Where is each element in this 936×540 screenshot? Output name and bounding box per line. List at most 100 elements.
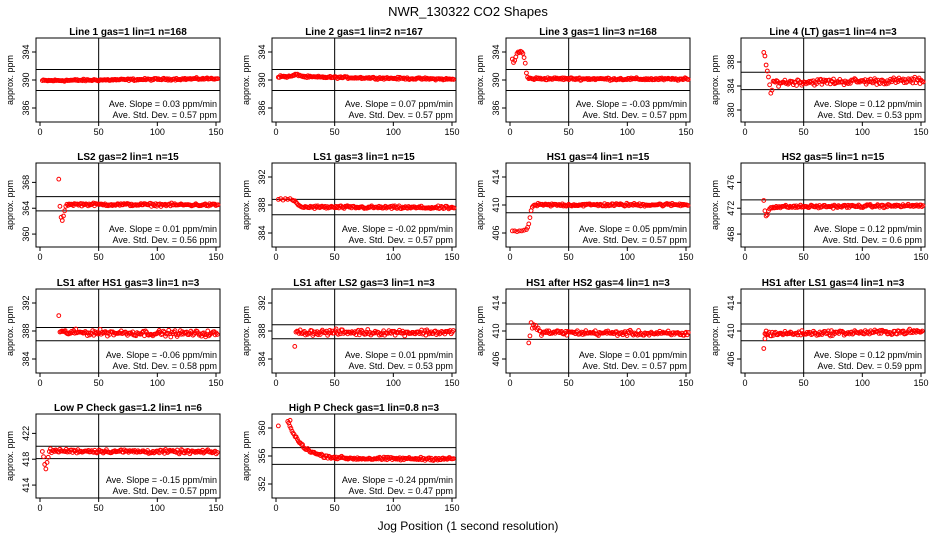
y-tick-label: 384 [257, 225, 267, 240]
y-tick-label: 360 [21, 227, 31, 242]
data-point [56, 176, 62, 182]
data-point [516, 228, 522, 234]
y-tick-label: 390 [491, 72, 501, 87]
x-tick-label: 150 [444, 252, 459, 262]
slope-annotation: Ave. Slope = 0.01 ppm/min [579, 350, 687, 360]
y-tick-label: 388 [726, 54, 736, 69]
x-tick-label: 50 [94, 378, 104, 388]
panel-grid: Line 1 gas=1 lin=1 n=168 0 50 100 150 386 390 3… [5, 27, 929, 513]
x-tick-label: 0 [273, 378, 278, 388]
x-tick-label: 100 [150, 252, 165, 262]
slope-annotation: Ave. Slope = 0.05 ppm/min [579, 224, 687, 234]
data-points [275, 417, 456, 463]
data-point [166, 449, 172, 454]
std-annotation: Ave. Std. Dev. = 0.6 ppm [823, 235, 922, 245]
panel-title: HS1 after LS1 gas=4 lin=1 n=3 [762, 278, 905, 289]
y-tick-label: 356 [257, 448, 267, 463]
data-point [761, 198, 767, 203]
x-tick-label: 50 [564, 127, 574, 137]
data-point [214, 450, 220, 455]
x-tick-label: 150 [208, 378, 223, 388]
data-points [761, 326, 925, 351]
data-points [275, 71, 457, 83]
data-point [350, 456, 356, 462]
x-tick-label: 100 [855, 378, 870, 388]
slope-annotation: Ave. Slope = -0.06 ppm/min [106, 350, 217, 360]
x-tick-label: 150 [208, 503, 223, 513]
x-tick-label: 50 [799, 252, 809, 262]
data-point [395, 330, 401, 336]
panel-4: Line 4 (LT) gas=1 lin=4 n=3 0 50 100 150 380 3… [710, 27, 929, 137]
data-point [668, 77, 674, 82]
x-tick-label: 50 [330, 252, 340, 262]
data-point [685, 330, 691, 335]
y-tick-label: 410 [491, 323, 501, 338]
data-point [535, 325, 541, 331]
x-tick-label: 150 [913, 127, 928, 137]
x-tick-label: 50 [94, 503, 104, 513]
data-point [97, 326, 103, 332]
data-point [769, 205, 775, 211]
data-point [828, 333, 833, 339]
data-point [533, 323, 539, 328]
y-tick-label: 406 [491, 225, 501, 240]
x-tick-label: 150 [678, 378, 693, 388]
slope-annotation: Ave. Slope = -0.03 ppm/min [576, 99, 687, 109]
data-point [814, 332, 820, 338]
figure-title: NWR_130322 CO2 Shapes [388, 4, 548, 19]
data-point [275, 197, 281, 202]
data-points [761, 50, 926, 96]
data-point [144, 329, 149, 335]
data-point [919, 328, 925, 334]
std-annotation: Ave. Std. Dev. = 0.57 ppm [583, 361, 687, 371]
y-tick-label: 392 [21, 295, 31, 310]
slope-annotation: Ave. Slope = -0.15 ppm/min [106, 475, 217, 485]
data-point [524, 70, 529, 76]
y-axis-label: approx. ppm [5, 55, 15, 105]
data-point [903, 80, 909, 85]
data-point [108, 202, 114, 207]
data-point [521, 55, 527, 60]
x-tick-label: 100 [620, 252, 635, 262]
y-axis-label: approx. ppm [475, 180, 485, 230]
data-point [644, 77, 650, 83]
data-point [317, 332, 323, 337]
data-point [59, 218, 65, 223]
y-tick-label: 386 [21, 100, 31, 115]
data-point [876, 331, 882, 336]
x-tick-label: 0 [507, 252, 512, 262]
x-tick-label: 0 [37, 127, 42, 137]
data-point [356, 332, 362, 338]
data-point [97, 448, 103, 454]
data-point [373, 330, 379, 336]
slope-annotation: Ave. Slope = 0.01 ppm/min [345, 350, 453, 360]
data-point [450, 328, 456, 333]
y-tick-label: 476 [726, 175, 736, 190]
x-tick-label: 100 [386, 378, 401, 388]
data-point [215, 202, 221, 208]
data-point [553, 202, 559, 207]
x-tick-label: 100 [855, 252, 870, 262]
y-tick-label: 386 [491, 100, 501, 115]
data-point [824, 80, 830, 86]
x-tick-label: 100 [150, 503, 165, 513]
data-points [56, 176, 221, 223]
data-point [423, 76, 429, 82]
data-point [913, 203, 919, 209]
y-tick-label: 414 [491, 295, 501, 310]
data-point [628, 75, 634, 81]
x-tick-label: 0 [37, 503, 42, 513]
y-tick-label: 410 [491, 197, 501, 212]
panel-14: High P Check gas=1 lin=0.8 n=3 0 50 100 150 3… [241, 403, 460, 513]
data-point [95, 331, 101, 337]
panel-title: Line 1 gas=1 lin=1 n=168 [69, 27, 187, 38]
x-tick-label: 150 [208, 127, 223, 137]
y-axis-label: approx. ppm [5, 306, 15, 356]
y-tick-label: 368 [21, 175, 31, 190]
x-tick-label: 50 [330, 378, 340, 388]
data-points [509, 48, 691, 83]
slope-annotation: Ave. Slope = 0.12 ppm/min [814, 224, 922, 234]
data-point [560, 203, 566, 209]
x-tick-label: 0 [507, 127, 512, 137]
panel-title: Line 4 (LT) gas=1 lin=4 n=3 [769, 27, 897, 38]
